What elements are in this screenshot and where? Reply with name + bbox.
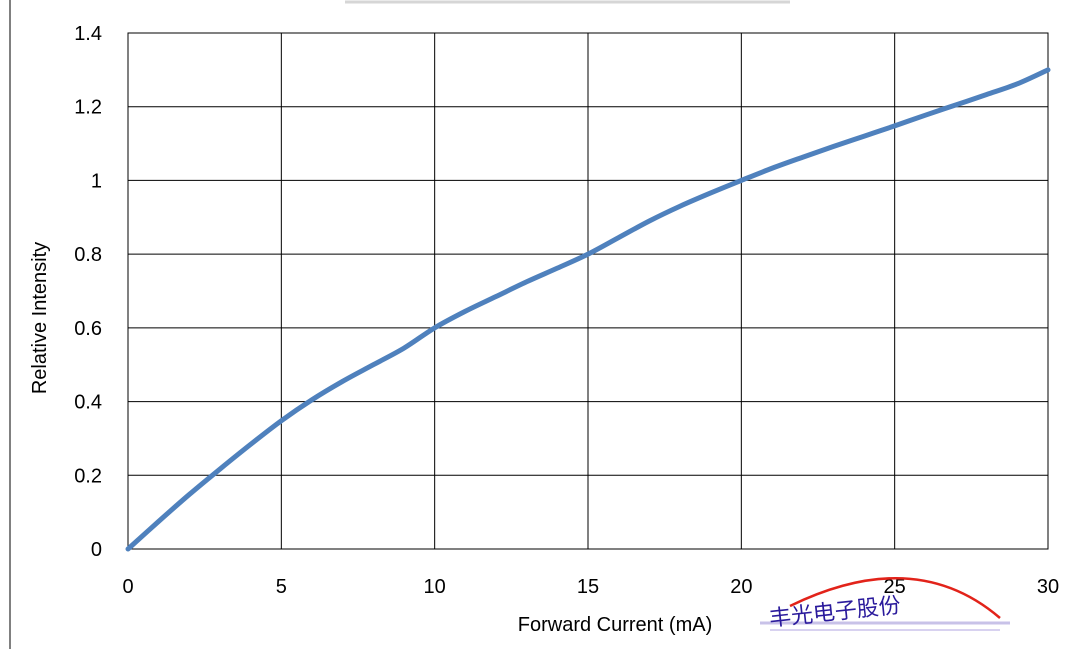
x-tick-label-2: 10	[424, 576, 446, 598]
y-axis-title: Relative Intensity	[29, 242, 51, 394]
y-tick-label-3: 0.6	[74, 318, 102, 340]
y-tick-label-5: 1	[91, 170, 102, 192]
plot-area-frame	[127, 32, 1049, 550]
x-tick-label-3: 15	[577, 576, 599, 598]
x-tick-label-6: 30	[1037, 576, 1059, 598]
x-tick-label-0: 0	[122, 576, 133, 598]
y-tick-label-4: 0.8	[74, 244, 102, 266]
x-tick-labels: 0 5 10 15 20 25 30	[122, 576, 1059, 598]
y-tick-label-7: 1.4	[74, 23, 102, 45]
series-line-relative-intensity	[125, 67, 1051, 552]
y-tick-label-0: 0	[91, 539, 102, 561]
y-tick-labels: 0 0.2 0.4 0.6 0.8 1 1.2 1.4	[74, 23, 102, 561]
y-tick-label-1: 0.2	[74, 465, 102, 487]
seal-text: 丰光电子股份	[768, 593, 902, 632]
x-axis-title: Forward Current (mA)	[518, 614, 712, 636]
seal-arc	[789, 577, 1001, 619]
x-tick-label-4: 20	[730, 576, 752, 598]
grid-lines	[127, 32, 1049, 550]
x-tick-label-5: 25	[884, 576, 906, 598]
x-tick-label-1: 5	[276, 576, 287, 598]
y-tick-label-2: 0.4	[74, 392, 102, 414]
y-tick-label-6: 1.2	[74, 97, 102, 119]
